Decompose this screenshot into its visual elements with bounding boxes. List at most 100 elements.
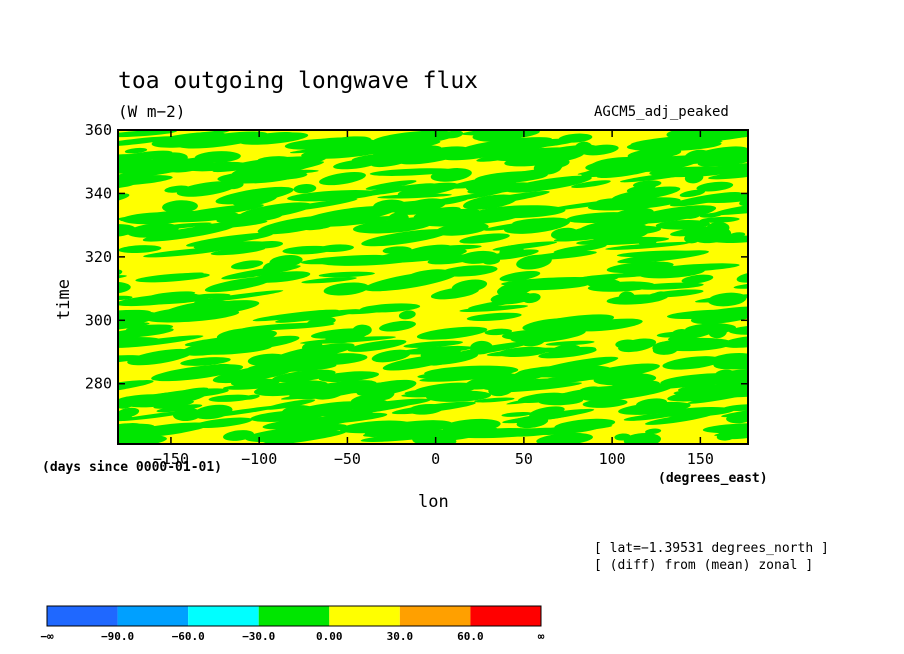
field-streak — [232, 193, 278, 207]
field-streak — [499, 270, 541, 282]
y-tick-label: 280 — [85, 375, 112, 393]
field-streak — [749, 152, 772, 166]
field-streak — [501, 329, 572, 341]
latitude-note: [ lat=−1.39531 degrees_north ] — [594, 541, 829, 556]
field-streak — [377, 193, 452, 199]
colorbar-swatch — [258, 606, 330, 626]
field-streak — [305, 353, 368, 366]
field-streak — [293, 184, 317, 194]
x-axis-label: lon — [418, 492, 449, 512]
field-streak — [497, 346, 549, 358]
field-streak — [451, 279, 488, 293]
field-streak — [736, 272, 748, 283]
colorbar-label: 30.0 — [387, 630, 414, 643]
colorbar-frame — [46, 605, 542, 627]
field-streak — [571, 180, 611, 189]
y-tick-label: 340 — [85, 184, 112, 202]
field-streak — [180, 357, 231, 366]
x-ticks: −150 −100 −50 0 50 100 150 — [153, 130, 714, 468]
colorbar-label: ∞ — [538, 630, 545, 643]
field-streak — [662, 356, 722, 370]
field-streak — [683, 149, 711, 164]
field-streak — [582, 272, 658, 279]
field-streak — [690, 306, 748, 316]
field-streak — [611, 186, 681, 202]
field-streak — [363, 428, 422, 438]
field-streak — [616, 250, 695, 258]
field-streak — [554, 418, 616, 431]
field-streak — [238, 132, 309, 145]
field-streak — [371, 145, 442, 159]
field-streak — [708, 325, 727, 339]
x-axis-units: (degrees_east) — [658, 471, 768, 486]
field-streak — [125, 391, 206, 408]
x-tick-label: 150 — [687, 450, 714, 468]
field-streak — [403, 340, 463, 348]
colorbar-label: −90.0 — [101, 630, 134, 643]
field-streak — [674, 228, 699, 235]
field-streak — [448, 172, 542, 189]
field-streak — [339, 183, 435, 199]
field-streak — [550, 227, 578, 240]
field-streak — [118, 181, 135, 190]
field-streak — [118, 425, 119, 437]
field-streak — [186, 232, 274, 247]
field-streak — [303, 424, 348, 434]
field-streak — [710, 235, 748, 244]
field-streak — [318, 371, 380, 382]
run-name: AGCM5_adj_peaked — [594, 104, 729, 120]
field-streak — [499, 245, 524, 258]
field-streak — [639, 184, 656, 190]
field-streak — [431, 197, 469, 206]
field-streak — [630, 205, 717, 224]
field-streak — [633, 155, 700, 172]
field-streak — [423, 352, 453, 366]
field-streak — [677, 384, 734, 393]
field-streak — [127, 223, 179, 238]
field-streak — [593, 227, 649, 243]
field-streak — [692, 230, 728, 241]
field-streak — [192, 220, 268, 230]
negative-anomaly-streaks — [88, 130, 772, 444]
field-streak — [587, 197, 681, 211]
field-streak — [126, 324, 174, 332]
field-streak — [690, 306, 748, 325]
field-streak — [164, 185, 190, 193]
field-streak — [553, 244, 607, 254]
field-streak — [670, 329, 692, 341]
y-tick-label: 320 — [85, 248, 112, 266]
field-streak — [382, 246, 412, 255]
field-streak — [181, 339, 249, 356]
field-streak — [642, 170, 705, 179]
field-streak — [365, 180, 417, 190]
field-streak — [88, 289, 111, 298]
field-streak — [501, 411, 533, 417]
field-streak — [416, 326, 488, 340]
x-tick-label: 100 — [599, 450, 626, 468]
field-streak — [472, 420, 491, 432]
field-streak — [151, 132, 229, 148]
field-streak — [118, 224, 136, 237]
field-streak — [352, 324, 372, 337]
field-streak — [300, 336, 396, 344]
field-streak — [414, 346, 432, 353]
field-streak — [173, 204, 264, 219]
field-streak — [273, 343, 355, 362]
field-streak — [156, 404, 203, 413]
x-tick-label: 0 — [431, 450, 440, 468]
field-streak — [645, 428, 662, 435]
field-streak — [124, 147, 148, 154]
field-streak — [203, 405, 282, 418]
field-streak — [210, 246, 266, 256]
field-streak — [614, 433, 631, 441]
field-streak — [474, 397, 515, 403]
colorbar: −∞ −90.0 −60.0 −30.0 0.00 30.0 60.0 ∞ — [40, 605, 545, 643]
field-streak — [216, 327, 274, 343]
field-streak — [669, 192, 742, 207]
y-axis-units: (days since 0000-01-01) — [42, 460, 223, 475]
field-streak — [118, 319, 146, 333]
field-streak — [347, 339, 407, 352]
field-streak — [319, 172, 366, 186]
field-streak — [459, 233, 510, 244]
